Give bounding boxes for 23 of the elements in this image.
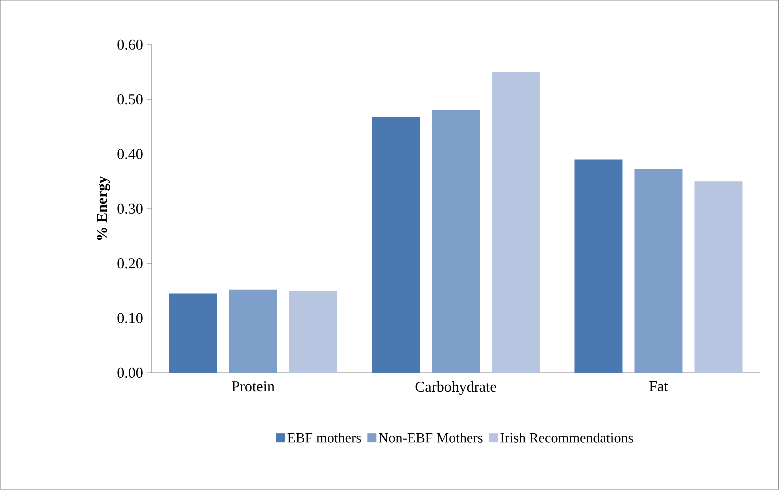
bar [229, 290, 278, 374]
y-tick-label: 0.00 [118, 368, 143, 378]
bar [169, 294, 218, 374]
x-tick-label: Protein [232, 382, 275, 392]
y-tick-label: 0.40 [118, 149, 143, 160]
y-tick-label: 0.60 [118, 40, 143, 50]
bar [492, 72, 540, 374]
bar [432, 110, 480, 374]
y-axis-title: % Energy [96, 176, 110, 240]
bar [694, 182, 743, 374]
bar [289, 291, 338, 374]
legend-label: EBF mothers [288, 432, 362, 443]
y-tick-label: 0.20 [118, 258, 143, 269]
bar [372, 117, 420, 374]
y-tick-label: 0.10 [118, 313, 143, 324]
x-tick-label: Fat [650, 382, 668, 392]
legend-label: Irish Recommendations [500, 432, 634, 443]
bar [634, 169, 683, 374]
y-tick-label: 0.50 [118, 94, 143, 105]
y-tick-label: 0.30 [118, 204, 143, 214]
bar [574, 160, 623, 374]
x-tick-label: Carbohydrate [416, 382, 496, 396]
legend-label: Non-EBF Mothers [379, 432, 483, 443]
